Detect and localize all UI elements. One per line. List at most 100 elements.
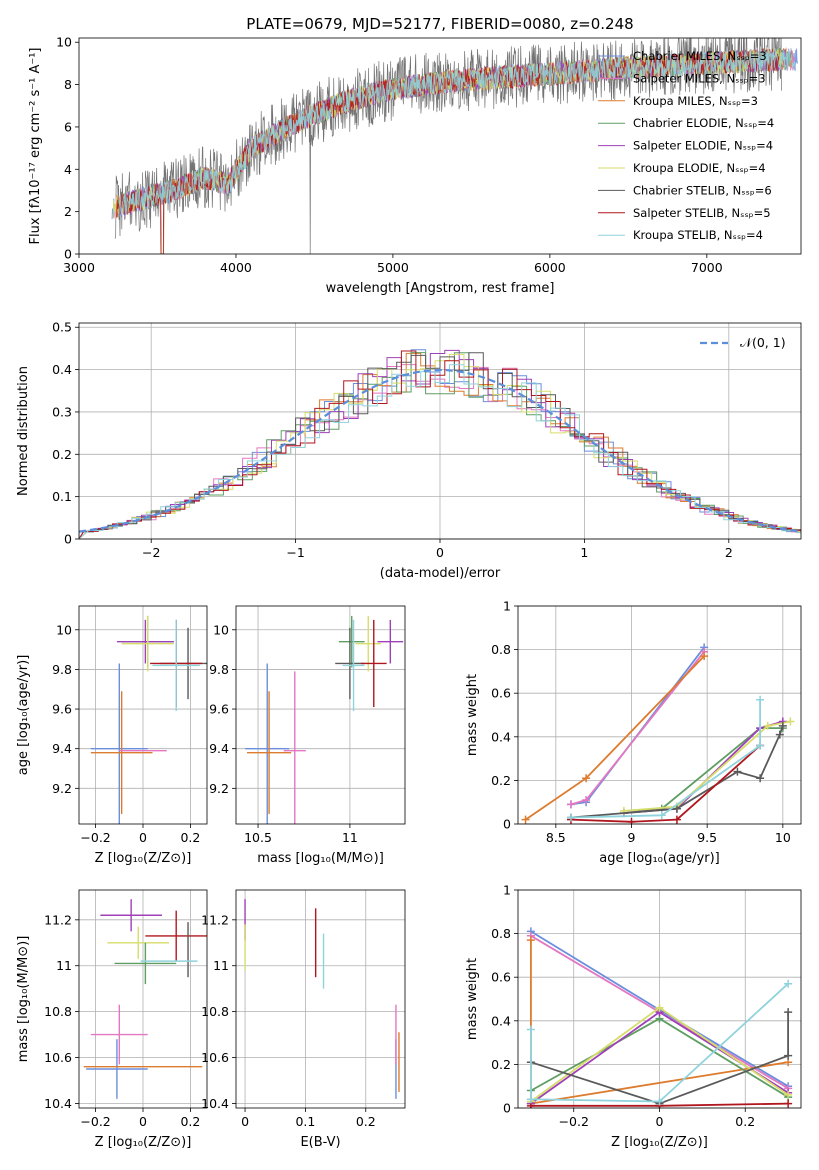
- y-tick-label: 0.1: [52, 489, 72, 504]
- weight-marker: [700, 652, 709, 661]
- y-tick-label: 1: [503, 883, 511, 898]
- x-tick-label: 0.2: [180, 1114, 200, 1129]
- y-tick-label: 0.4: [491, 729, 511, 744]
- x-tick-label: 10: [775, 830, 791, 845]
- legend-label: Chabrier STELIB, Nₛₛₚ=6: [633, 183, 772, 197]
- x-tick-label: 0: [436, 545, 444, 560]
- legend-label: Salpeter STELIB, Nₛₛₚ=5: [633, 206, 771, 220]
- weight-marker: [763, 721, 772, 730]
- y-tick-label: 9.6: [52, 702, 72, 717]
- y-tick-label: 10: [213, 622, 229, 637]
- panel-spectrum: 3000 4000 5000 6000 7000 0 2 4 6 8 10 wavelength [A…: [28, 35, 802, 296]
- weight-line-6: [530, 1012, 789, 1105]
- y-tick-label: 10.4: [201, 1096, 229, 1111]
- y-tick-label: 2: [64, 204, 72, 219]
- x-tick-label: 5000: [377, 260, 409, 275]
- axes-frame: [235, 889, 406, 1109]
- x-tick-label: 7000: [691, 260, 723, 275]
- y-axis-label: mass weight: [465, 674, 480, 756]
- y-tick-label: 9.2: [209, 781, 229, 796]
- y-tick-label: 1: [503, 599, 511, 614]
- weight-marker: [756, 741, 765, 750]
- weight-marker: [582, 774, 591, 783]
- x-tick-label: −0.2: [80, 1114, 110, 1129]
- y-tick-label: 11: [213, 958, 229, 973]
- y-tick-label: 6: [64, 119, 72, 134]
- legend-label: 𝒩(0, 1): [740, 335, 786, 350]
- y-tick-label: 0.5: [52, 320, 72, 335]
- y-tick-label: 0.8: [491, 642, 511, 657]
- x-tick-label: −0.2: [80, 830, 110, 845]
- y-tick-label: 0.6: [491, 970, 511, 985]
- y-tick-label: 9.4: [52, 741, 72, 756]
- panel-weight-vs-age: 8.5 9 9.5 10 0 0.2 0.4 0.6 0.8 1 age [log₁₀(age/yr…: [465, 599, 802, 866]
- plot-area: [79, 349, 801, 539]
- figure-title: PLATE=0679, MJD=52177, FIBERID=0080, z=0…: [246, 15, 633, 33]
- plot-area: [90, 615, 207, 824]
- legend-label: Chabrier ELODIE, Nₛₛₚ=4: [633, 116, 774, 130]
- weight-marker: [526, 1025, 535, 1034]
- weight-marker: [778, 721, 787, 730]
- y-tick-label: 10.6: [201, 1050, 229, 1065]
- normal-curve: [79, 368, 801, 533]
- x-axis-label: E(B-V): [300, 1135, 340, 1150]
- y-tick-label: 4: [64, 162, 72, 177]
- weight-marker: [733, 767, 742, 776]
- weight-line-5: [623, 720, 791, 812]
- y-tick-label: 9.8: [52, 662, 72, 677]
- y-tick-label: 0.2: [491, 1057, 511, 1072]
- weight-marker: [756, 774, 765, 783]
- x-tick-label: 8.5: [546, 830, 566, 845]
- axes-frame: [78, 605, 208, 825]
- x-tick-label: 0.2: [180, 830, 200, 845]
- weight-line-7: [570, 744, 761, 823]
- y-axis-label: mass [log₁₀(M/M⊙)]: [16, 936, 31, 1063]
- x-tick-label: 6000: [534, 260, 566, 275]
- y-tick-label: 9.4: [209, 741, 229, 756]
- legend-label: Chabrier MILES, Nₛₛₚ=3: [633, 49, 767, 63]
- weight-marker: [784, 1051, 793, 1060]
- panel-mass-vs-ebv: 0 0.1 0.2 10.4 10.6 10.8 11 11.2 E(B-V): [201, 889, 406, 1150]
- weight-marker: [775, 730, 784, 739]
- y-tick-label: 0.2: [491, 773, 511, 788]
- weight-line-3: [623, 727, 783, 814]
- panel-mass-vs-z: −0.2 0 0.2 10.4 10.6 10.8 11 11.2 Z [log₁₀(Z/Z⊙)…: [16, 889, 208, 1150]
- x-tick-label: −1: [286, 545, 304, 560]
- y-tick-label: 10.4: [44, 1096, 72, 1111]
- weight-marker: [566, 800, 575, 809]
- weight-line-4: [623, 720, 784, 814]
- x-tick-label: 0.2: [735, 1114, 755, 1129]
- y-axis-label: Flux [fλ10⁻¹⁷ erg cm⁻² s⁻¹ A⁻¹]: [28, 48, 43, 245]
- y-tick-label: 11.2: [201, 912, 229, 927]
- y-tick-label: 9.2: [52, 781, 72, 796]
- plot-area: [111, 38, 798, 254]
- weight-marker: [566, 813, 575, 822]
- y-tick-label: 0.2: [52, 447, 72, 462]
- axes-frame: [78, 322, 802, 540]
- legend-label: Salpeter ELODIE, Nₛₛₚ=4: [633, 139, 773, 153]
- y-tick-label: 9.8: [209, 662, 229, 677]
- axes-frame: [517, 889, 802, 1109]
- plot-area: [244, 899, 400, 1099]
- x-axis-label: mass [log₁₀(M/M⊙)]: [257, 851, 384, 866]
- x-tick-label: 0: [656, 1114, 664, 1129]
- plot-area: [83, 899, 207, 1099]
- y-tick-label: 10: [56, 622, 72, 637]
- panel-weight-vs-z: −0.2 0 0.2 0 0.2 0.4 0.6 0.8 1 Z [log₁₀(Z/Z⊙)] mas…: [465, 883, 802, 1150]
- x-tick-label: 0: [139, 1114, 147, 1129]
- y-axis-label: Normed distribution: [16, 366, 31, 496]
- weight-marker: [784, 1008, 793, 1017]
- x-tick-label: 0.1: [295, 1114, 315, 1129]
- x-axis-label: wavelength [Angstrom, rest frame]: [326, 281, 555, 296]
- panel-age-vs-mass: 10.5 11 9.2 9.4 9.6 9.8 10 mass [log₁₀(M/M⊙)]: [209, 605, 406, 866]
- y-tick-label: 0: [503, 817, 511, 832]
- y-axis-label: age [log₁₀(age/yr)]: [16, 655, 31, 776]
- x-tick-label: 11: [342, 830, 358, 845]
- weight-marker: [784, 1099, 793, 1108]
- x-tick-label: 0: [139, 830, 147, 845]
- weight-marker: [784, 979, 793, 988]
- x-tick-label: 9.5: [697, 830, 717, 845]
- y-tick-label: 11.2: [44, 912, 72, 927]
